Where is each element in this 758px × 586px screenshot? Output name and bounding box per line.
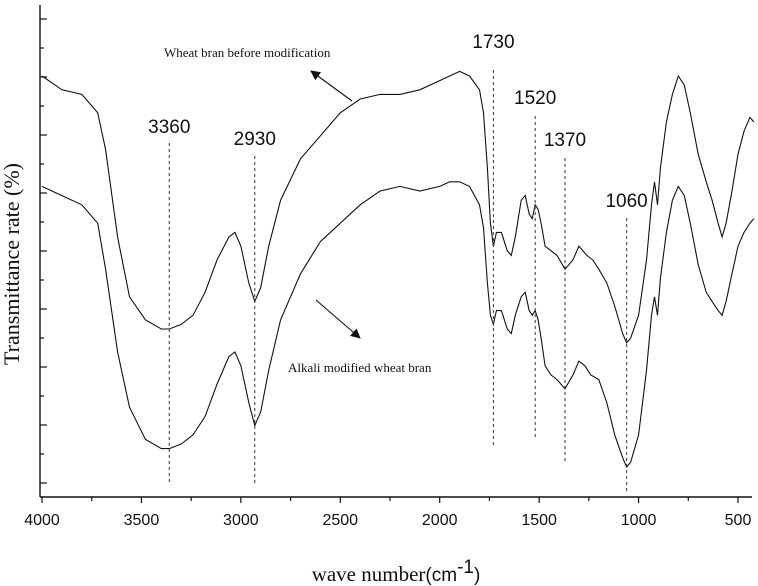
x-axis-label-unit-close: ): [474, 565, 480, 586]
series-1-line: [41, 70, 755, 344]
x-axis-label-main: wave number: [312, 562, 426, 586]
x-axis-label-unit: (cm: [425, 565, 457, 586]
x-tick-label: 2000: [422, 512, 458, 529]
peak-group: 3360 2930 1730 1520 1370 1060: [148, 32, 648, 494]
x-tick-label: 1500: [521, 512, 557, 529]
peak-label-1520: 1520: [514, 88, 556, 109]
x-axis-label: wave number(cm-1): [312, 557, 481, 586]
peak-label-1370: 1370: [544, 130, 586, 151]
x-ticks: 4000 3500 3000 2500 2000 1500 1000 500: [24, 497, 751, 529]
peak-label-1060: 1060: [605, 191, 647, 212]
series-1-label: Wheat bran before modification: [164, 45, 331, 60]
x-tick-label: 4000: [24, 512, 60, 529]
series-group: [41, 70, 755, 469]
peak-label-2930: 2930: [234, 129, 276, 150]
x-tick-label: 3000: [223, 512, 259, 529]
series-2-label: Alkali modified wheat bran: [288, 360, 432, 375]
peak-label-3360: 3360: [148, 117, 190, 138]
series-2-arrow: [315, 299, 361, 339]
x-tick-label: 1000: [621, 512, 657, 529]
axes: [39, 5, 752, 498]
y-ticks: [40, 18, 47, 484]
x-tick-label: 500: [725, 512, 752, 529]
x-axis-label-unit-sup: -1: [457, 557, 474, 578]
series-2-line: [41, 181, 755, 469]
x-tick-label: 3500: [124, 512, 160, 529]
annotations: Wheat bran before modification Alkali mo…: [164, 45, 432, 375]
series-1-arrow: [310, 70, 353, 102]
x-tick-label: 2500: [322, 512, 358, 529]
y-axis-label: Transmittance rate (%): [0, 163, 24, 365]
peak-label-1730: 1730: [472, 32, 514, 53]
